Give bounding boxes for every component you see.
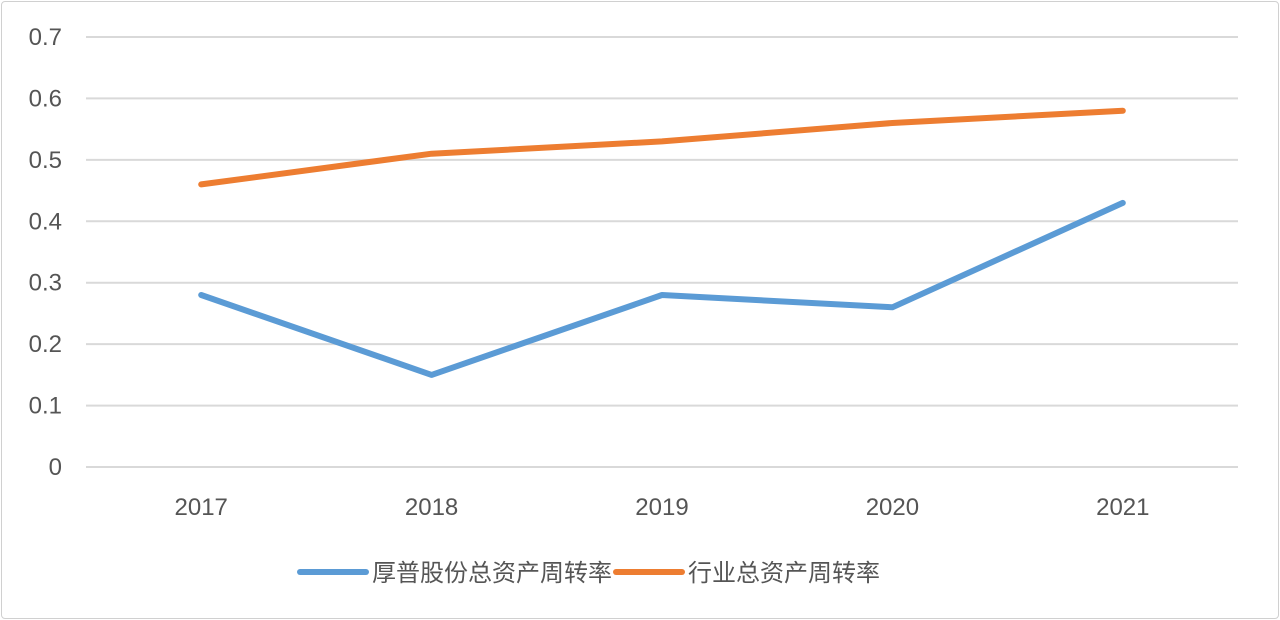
y-tick-label: 0.2 [29, 331, 62, 358]
y-tick-label: 0.6 [29, 85, 62, 112]
legend-label-1: 厚普股份总资产周转率 [372, 559, 612, 587]
x-axis: 2017 2018 2019 2020 2021 [175, 494, 1150, 521]
y-tick-label: 0 [49, 454, 62, 481]
series-line-2 [198, 107, 1126, 188]
x-tick-label: 2019 [635, 494, 688, 521]
x-tick-label: 2020 [866, 494, 919, 521]
y-tick-label: 0.3 [29, 270, 62, 297]
series-group [198, 107, 1126, 378]
y-tick-label: 0.5 [29, 147, 62, 174]
y-tick-label: 0.7 [29, 24, 62, 51]
y-tick-label: 0.1 [29, 393, 62, 420]
legend-label-2: 行业总资产周转率 [688, 559, 880, 587]
y-tick-label: 0.4 [29, 208, 62, 235]
x-tick-label: 2021 [1096, 494, 1149, 521]
series-line-1 [198, 199, 1126, 378]
y-axis: 0 0.1 0.2 0.3 0.4 0.5 0.6 0.7 [29, 24, 62, 481]
legend: 厚普股份总资产周转率 行业总资产周转率 [297, 559, 880, 587]
x-tick-label: 2018 [405, 494, 458, 521]
gridlines [86, 36, 1238, 468]
x-tick-label: 2017 [175, 494, 228, 521]
